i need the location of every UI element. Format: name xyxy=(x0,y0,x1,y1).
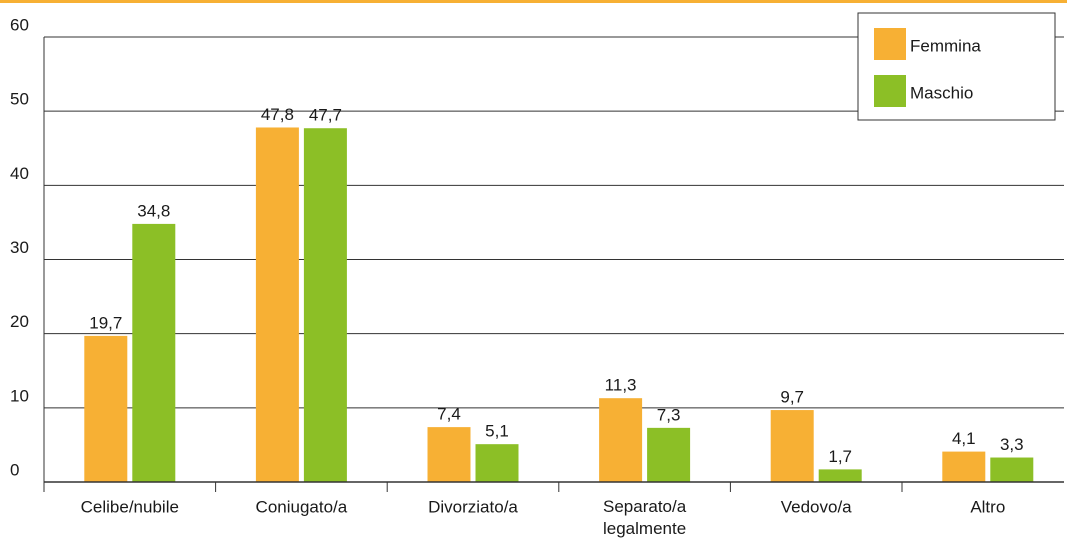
bar xyxy=(770,410,814,482)
y-tick-label: 20 xyxy=(10,312,29,331)
top-rule xyxy=(0,0,1067,3)
legend-swatch xyxy=(874,75,906,107)
legend-label: Maschio xyxy=(910,83,973,102)
x-tick-label: Vedovo/a xyxy=(781,497,852,516)
bar xyxy=(599,398,643,482)
y-tick-label: 60 xyxy=(10,15,29,34)
bar xyxy=(990,457,1034,482)
data-label: 3,3 xyxy=(1000,435,1024,454)
x-tick-label: Divorziato/a xyxy=(428,497,518,516)
bar xyxy=(427,427,471,482)
data-label: 7,3 xyxy=(657,405,681,424)
data-label: 19,7 xyxy=(89,313,122,332)
data-label: 4,1 xyxy=(952,429,976,448)
x-tick-label: Celibe/nubile xyxy=(81,497,179,516)
data-label: 34,8 xyxy=(137,201,170,220)
y-tick-label: 40 xyxy=(10,164,29,183)
y-tick-label: 10 xyxy=(10,386,29,405)
bar xyxy=(475,444,519,482)
bar xyxy=(303,128,347,482)
bar xyxy=(818,469,862,482)
data-label: 47,7 xyxy=(309,106,342,125)
bar xyxy=(255,127,299,482)
data-label: 5,1 xyxy=(485,422,509,441)
bar xyxy=(942,451,986,482)
y-tick-label: 30 xyxy=(10,238,29,257)
data-label: 47,8 xyxy=(261,105,294,124)
bar xyxy=(132,223,176,482)
legend-label: Femmina xyxy=(910,36,981,55)
x-tick-label: Coniugato/a xyxy=(256,497,348,516)
data-label: 11,3 xyxy=(605,376,637,395)
x-tick-label: Altro xyxy=(970,497,1005,516)
bar xyxy=(84,335,128,482)
y-tick-label: 50 xyxy=(10,90,29,109)
data-label: 7,4 xyxy=(437,405,461,424)
y-tick-label: 0 xyxy=(10,460,19,479)
bar xyxy=(647,427,691,482)
data-label: 9,7 xyxy=(780,388,804,407)
x-tick-label: Separato/a legalmente xyxy=(603,497,687,538)
data-label: 1,7 xyxy=(828,447,852,466)
legend-swatch xyxy=(874,28,906,60)
